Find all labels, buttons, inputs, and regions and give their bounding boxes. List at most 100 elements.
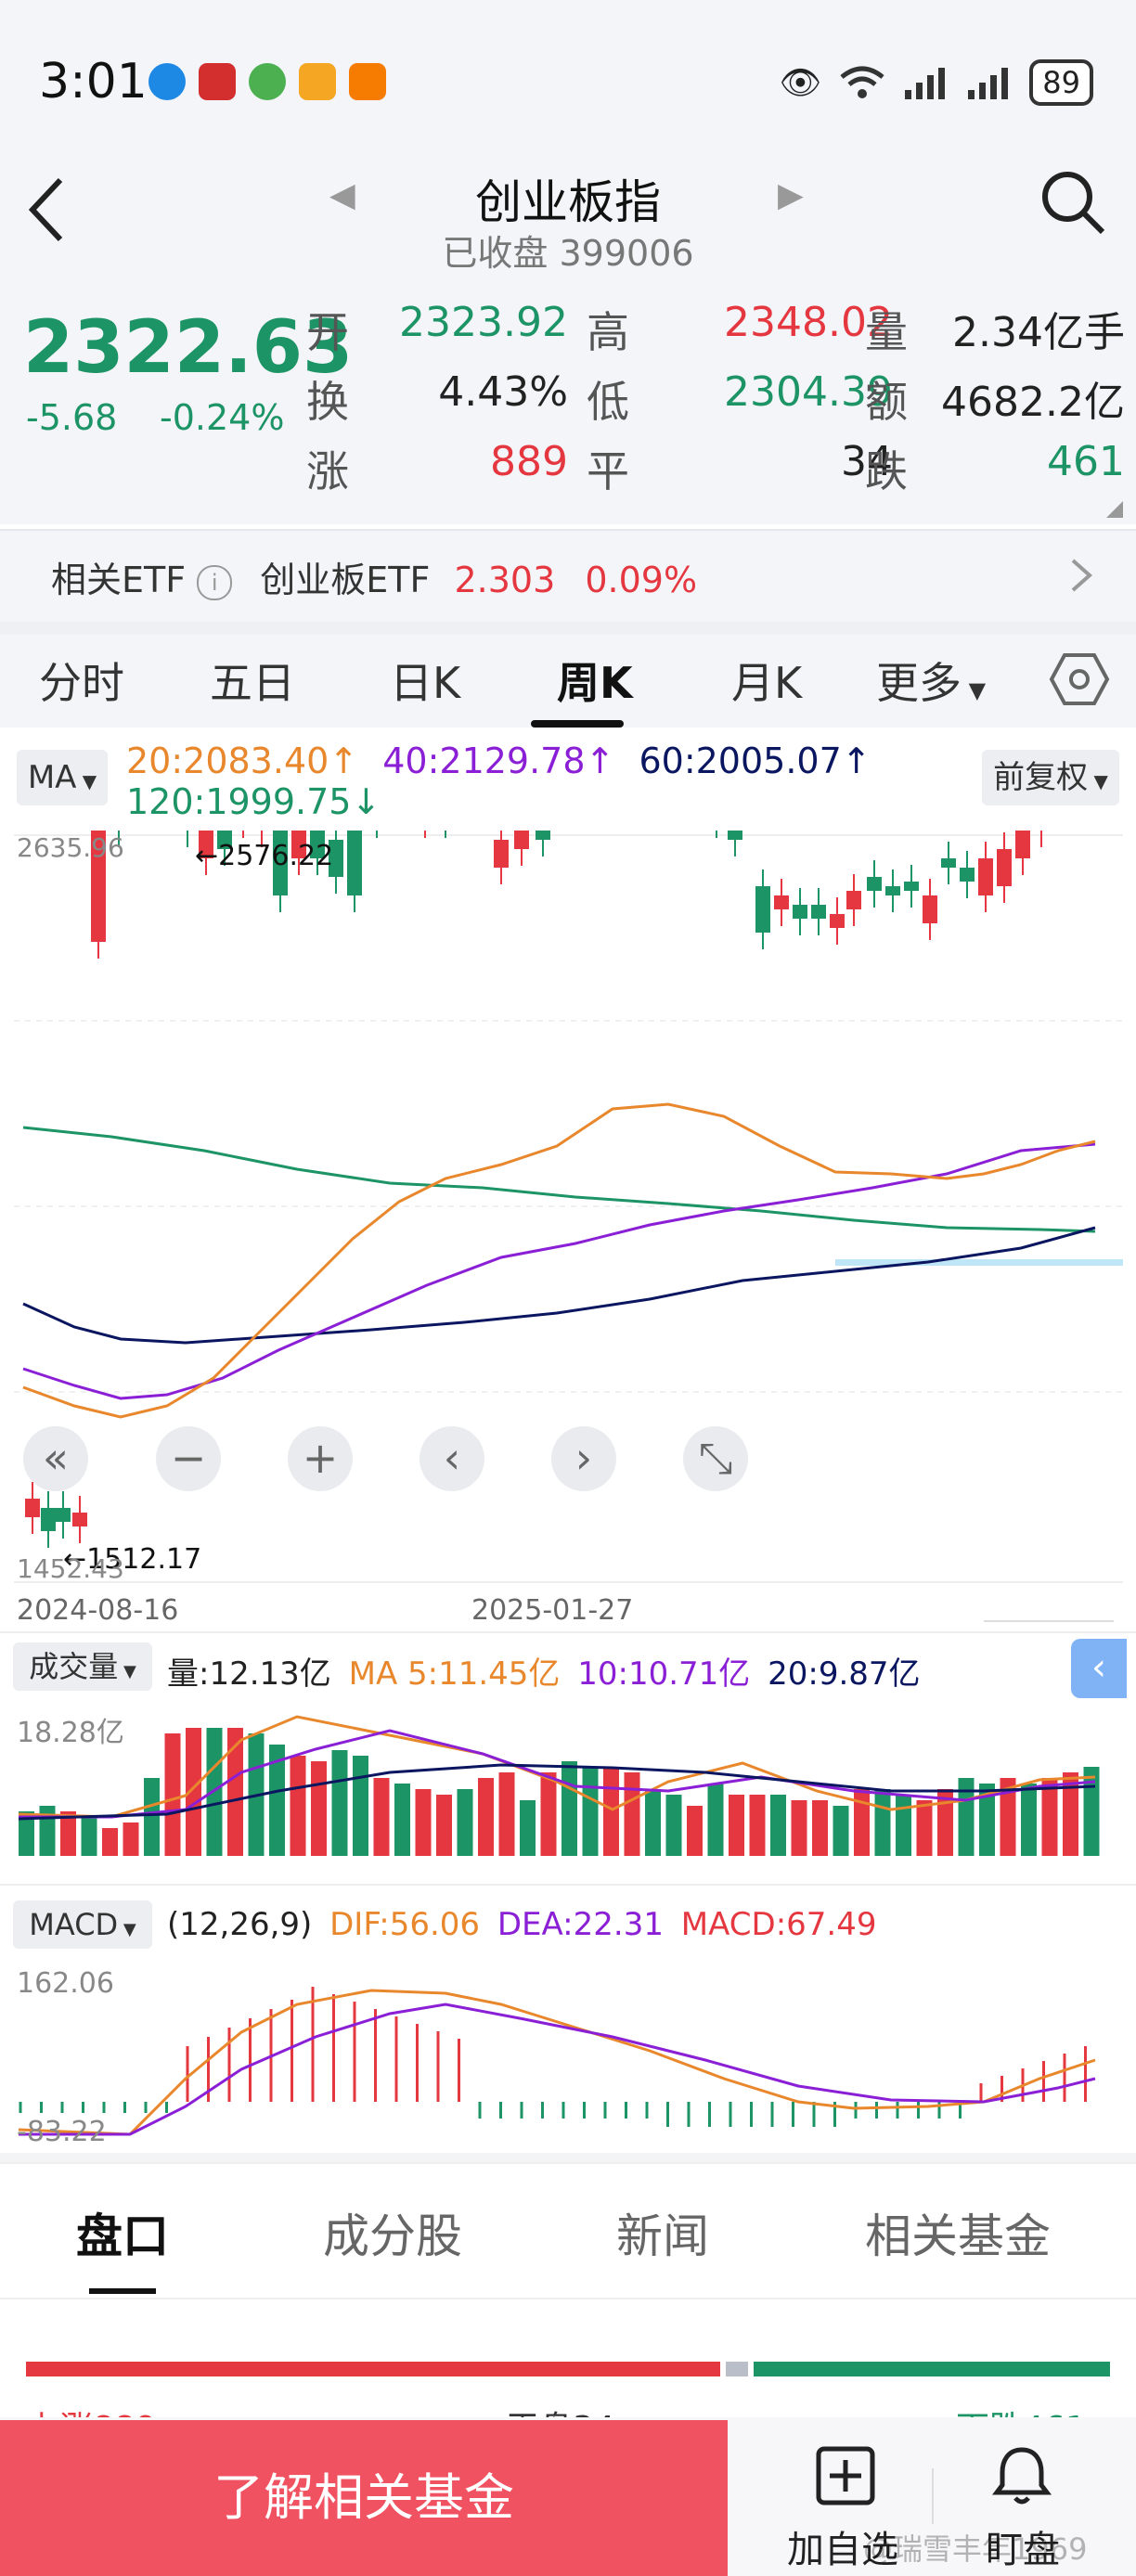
tab-weekly[interactable]: 周K <box>557 658 633 708</box>
scroll-left-icon[interactable]: ‹ <box>420 1426 484 1491</box>
tab-order-book[interactable]: 盘口 <box>76 2209 169 2263</box>
adjust-label: 前复权 <box>993 759 1089 796</box>
candle <box>846 891 861 909</box>
orange-app-icon <box>299 63 336 100</box>
candle <box>41 1508 56 1531</box>
add-watchlist-label[interactable]: 加自选 <box>787 2529 898 2571</box>
chart-bottom-price: 1452.43 <box>17 1553 124 1584</box>
volume-bar <box>144 1778 160 1856</box>
tab-five-day[interactable]: 五日 <box>210 658 295 708</box>
etf-row[interactable] <box>0 529 1136 624</box>
volume-bar <box>687 1806 703 1856</box>
candle <box>494 840 509 868</box>
volume-bar <box>60 1811 76 1856</box>
ma120-line <box>22 1126 1096 1233</box>
ma20-label: 20:2083.40 <box>126 741 329 781</box>
ma-selector[interactable]: MA ▼ <box>17 750 108 805</box>
etf-label: 相关ETF <box>51 560 187 600</box>
macd-params: (12,26,9) <box>167 1906 313 1943</box>
volume-bar <box>373 1778 390 1856</box>
volume-bar <box>39 1806 56 1856</box>
kline-chart[interactable]: 2635.96 ←2576.22 ←1512.17 1452.43 <box>0 831 1136 1591</box>
candle <box>793 905 807 919</box>
volume-bar <box>353 1756 368 1856</box>
volume-max: 18.28亿 <box>17 1717 124 1749</box>
volume-label: 量 <box>865 307 908 357</box>
add-watchlist-icon[interactable] <box>815 2445 876 2506</box>
open-value: 2323.92 <box>399 299 568 346</box>
ma40-line <box>22 1142 1096 1400</box>
tab-intraday[interactable]: 分时 <box>39 658 124 708</box>
volume-bar <box>874 1789 891 1856</box>
candle <box>72 1513 87 1526</box>
volume-bar <box>331 1750 348 1856</box>
macd-selector[interactable]: MACD ▼ <box>13 1900 152 1949</box>
watch-label[interactable]: 盯盘 <box>986 2529 1060 2571</box>
eye-icon: 👁 <box>779 64 822 102</box>
volume-bar <box>102 1828 118 1856</box>
bell-icon[interactable] <box>989 2442 1054 2507</box>
candle <box>536 831 550 840</box>
up-arrow-icon: ↑ <box>841 741 871 781</box>
scroll-right-icon[interactable]: › <box>551 1426 616 1491</box>
last-price: 2322.63 <box>23 306 354 390</box>
ma60-label: 60:2005.07 <box>639 741 842 781</box>
etf-info[interactable]: 相关ETF i 创业板ETF 2.303 0.09% <box>51 551 697 602</box>
volume-selector-label: 成交量 <box>29 1649 119 1684</box>
prev-index-icon[interactable]: ◀ <box>329 176 355 214</box>
watermark: @瑞雪丰年1969 <box>863 2531 1088 2567</box>
chevron-right-icon[interactable] <box>1067 557 1095 594</box>
macd-dea-line <box>19 2003 1096 2136</box>
collapse-panel-icon[interactable]: ‹ <box>1071 1639 1127 1698</box>
volume-bar <box>164 1733 181 1856</box>
volume-ma5-line <box>18 1715 1096 1819</box>
time-scroller[interactable] <box>984 1600 1114 1622</box>
zoom-out-icon[interactable]: − <box>156 1426 221 1491</box>
back-icon[interactable] <box>23 174 70 245</box>
volume-value: 2.34亿手 <box>952 309 1125 356</box>
candle <box>728 831 742 840</box>
ma40-label: 40:2129.78 <box>382 741 586 781</box>
candle <box>199 831 213 858</box>
status-bar <box>0 0 1136 162</box>
low-value: 2304.39 <box>724 368 893 416</box>
tab-related-funds[interactable]: 相关基金 <box>865 2209 1051 2263</box>
date-mid: 2025-01-27 <box>471 1594 634 1627</box>
orange-app2-icon <box>349 63 386 100</box>
candle <box>811 905 826 919</box>
volume-bar <box>1041 1778 1058 1856</box>
volume-bar <box>81 1817 97 1856</box>
tab-daily[interactable]: 日K <box>390 658 461 708</box>
tab-constituents[interactable]: 成分股 <box>323 2209 462 2263</box>
wifi-icon <box>840 66 884 98</box>
page-subtitle: 已收盘 399006 <box>442 233 694 274</box>
tab-more-label: 更多 <box>876 658 962 708</box>
expand-corner-icon[interactable] <box>1106 501 1123 518</box>
settings-hex-icon[interactable] <box>1049 651 1110 707</box>
turnover-label: 换 <box>306 377 349 427</box>
flat-label: 平 <box>587 446 629 496</box>
tab-monthly[interactable]: 月K <box>731 658 803 708</box>
tab-news[interactable]: 新闻 <box>616 2209 709 2263</box>
info-icon[interactable]: i <box>197 564 233 600</box>
volume-bar <box>896 1795 911 1856</box>
tab-more[interactable]: 更多 ▼ <box>876 650 986 711</box>
search-icon[interactable] <box>1038 167 1108 238</box>
candles <box>25 831 1042 1548</box>
rewind-icon[interactable]: « <box>23 1426 88 1491</box>
ma60-line <box>22 1226 1096 1345</box>
candle <box>329 840 343 877</box>
volume-bar <box>916 1800 933 1856</box>
fullscreen-icon[interactable]: ⤡ <box>683 1426 748 1491</box>
volume-bar <box>478 1778 494 1856</box>
volume-bar <box>457 1789 473 1856</box>
learn-funds-button[interactable]: 了解相关基金 <box>0 2420 728 2576</box>
volume-bar <box>770 1795 786 1856</box>
volume-bar <box>958 1778 975 1856</box>
volume-bar <box>812 1800 828 1856</box>
volume-selector[interactable]: 成交量 ▼ <box>13 1642 152 1691</box>
zoom-in-icon[interactable]: + <box>288 1426 353 1491</box>
adjust-selector[interactable]: 前复权 ▼ <box>982 750 1119 805</box>
next-index-icon[interactable]: ▶ <box>778 176 804 214</box>
turnover-value: 4.43% <box>438 368 568 416</box>
